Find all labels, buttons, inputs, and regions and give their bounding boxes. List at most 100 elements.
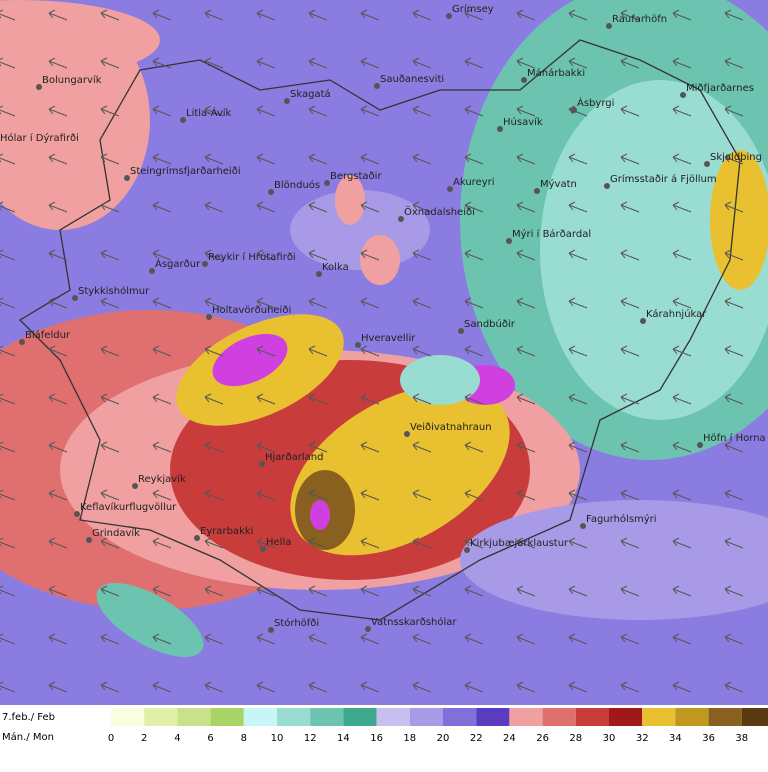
wind-arrow xyxy=(568,537,588,549)
place-label: Hjarðarland xyxy=(265,452,324,463)
place-label: Grímsey xyxy=(452,3,494,15)
wind-arrow xyxy=(256,489,276,501)
place-dot xyxy=(194,535,200,541)
place-label: Grindavík xyxy=(92,527,140,539)
wind-arrow xyxy=(0,345,16,357)
wind-arrow xyxy=(464,105,484,117)
wind-arrow xyxy=(672,489,692,501)
wind-arrow xyxy=(100,249,120,261)
place-dot xyxy=(704,161,710,167)
wind-arrow xyxy=(724,441,744,453)
wind-arrow xyxy=(48,441,68,453)
wind-arrow xyxy=(516,9,536,21)
legend-tick: 20 xyxy=(437,733,450,744)
legend-tick: 22 xyxy=(470,733,483,744)
legend-date: 7.feb./ Feb xyxy=(2,712,55,723)
place-dot xyxy=(72,295,78,301)
place-label: Akureyri xyxy=(453,177,495,188)
wind-arrow xyxy=(360,249,380,261)
wind-arrow xyxy=(724,681,744,693)
wind-arrow xyxy=(724,633,744,645)
wind-arrow xyxy=(620,633,640,645)
legend-tick: 8 xyxy=(241,733,247,744)
place-dot xyxy=(124,175,130,181)
legend-swatch xyxy=(343,708,377,726)
wind-arrow xyxy=(360,105,380,117)
wind-arrow xyxy=(412,9,432,21)
wind-arrow xyxy=(48,297,68,309)
legend-swatch xyxy=(708,708,742,726)
wind-arrow xyxy=(256,345,276,357)
wind-arrow xyxy=(308,153,328,165)
place-label: Skjaldþing xyxy=(710,152,762,163)
wind-arrow xyxy=(464,297,484,309)
place-dot xyxy=(447,186,453,192)
place-dot xyxy=(284,98,290,104)
wind-arrow xyxy=(0,585,16,597)
wind-arrow xyxy=(672,249,692,261)
wind-arrow xyxy=(568,345,588,357)
wind-arrow xyxy=(464,633,484,645)
wind-arrow xyxy=(724,105,744,117)
place-label: Sauðanesviti xyxy=(380,74,444,85)
place-label: Kirkjubæjarklaustur xyxy=(470,538,569,549)
wind-arrow xyxy=(464,201,484,213)
legend-tick: 16 xyxy=(370,733,383,744)
wind-arrow xyxy=(724,489,744,501)
legend-tick: 28 xyxy=(569,733,582,744)
wind-arrow xyxy=(516,297,536,309)
place-dot xyxy=(640,318,646,324)
wind-arrow xyxy=(308,585,328,597)
place-label: Litla-Ávík xyxy=(186,106,232,119)
wind-arrow xyxy=(464,57,484,69)
wind-arrow xyxy=(204,681,224,693)
wind-arrow xyxy=(256,633,276,645)
place-label: Blönduós xyxy=(274,179,320,191)
place-dot xyxy=(355,342,361,348)
wind-arrow xyxy=(0,105,16,117)
wind-arrow xyxy=(256,201,276,213)
wind-arrow xyxy=(620,345,640,357)
legend-swatch xyxy=(476,708,510,726)
wind-arrow xyxy=(464,681,484,693)
wind-arrow xyxy=(48,153,68,165)
wind-arrow xyxy=(724,297,744,309)
place-label: Hólar í Dýrafirði xyxy=(0,132,79,144)
map-field: Grímsey Raufarhöfn Sauðanesviti Mánárbakki M… xyxy=(0,0,768,705)
wind-arrow xyxy=(204,585,224,597)
legend-tick: 32 xyxy=(636,733,649,744)
wind-arrow xyxy=(412,489,432,501)
wind-arrow xyxy=(256,585,276,597)
legend-swatch xyxy=(409,708,443,726)
wind-arrow xyxy=(204,441,224,453)
place-label: Húsavík xyxy=(503,116,543,128)
wind-arrow xyxy=(152,441,172,453)
place-label: Keflavíkurflugvöllur xyxy=(80,501,177,513)
wind-arrow xyxy=(516,489,536,501)
legend-swatch xyxy=(111,708,145,726)
wind-arrow xyxy=(308,57,328,69)
wind-arrow xyxy=(672,441,692,453)
wind-arrow xyxy=(48,345,68,357)
wind-arrow xyxy=(48,585,68,597)
place-dot xyxy=(324,180,330,186)
wind-arrow xyxy=(152,153,172,165)
wind-arrow xyxy=(256,57,276,69)
place-dot xyxy=(458,328,464,334)
place-label: Mývatn xyxy=(540,178,577,190)
wind-arrow xyxy=(256,537,276,549)
wind-arrow xyxy=(620,249,640,261)
legend-swatch xyxy=(575,708,609,726)
wind-arrow xyxy=(308,345,328,357)
place-dot xyxy=(521,77,527,83)
legend-tick: 2 xyxy=(141,733,147,744)
wind-arrow xyxy=(412,633,432,645)
wind-arrow xyxy=(100,489,120,501)
wind-arrow xyxy=(256,153,276,165)
wind-arrow xyxy=(724,201,744,213)
wind-arrow xyxy=(0,489,16,501)
legend-tick: 18 xyxy=(403,733,416,744)
place-label: Grímsstaðir á Fjöllum xyxy=(610,173,717,185)
place-dot xyxy=(206,314,212,320)
